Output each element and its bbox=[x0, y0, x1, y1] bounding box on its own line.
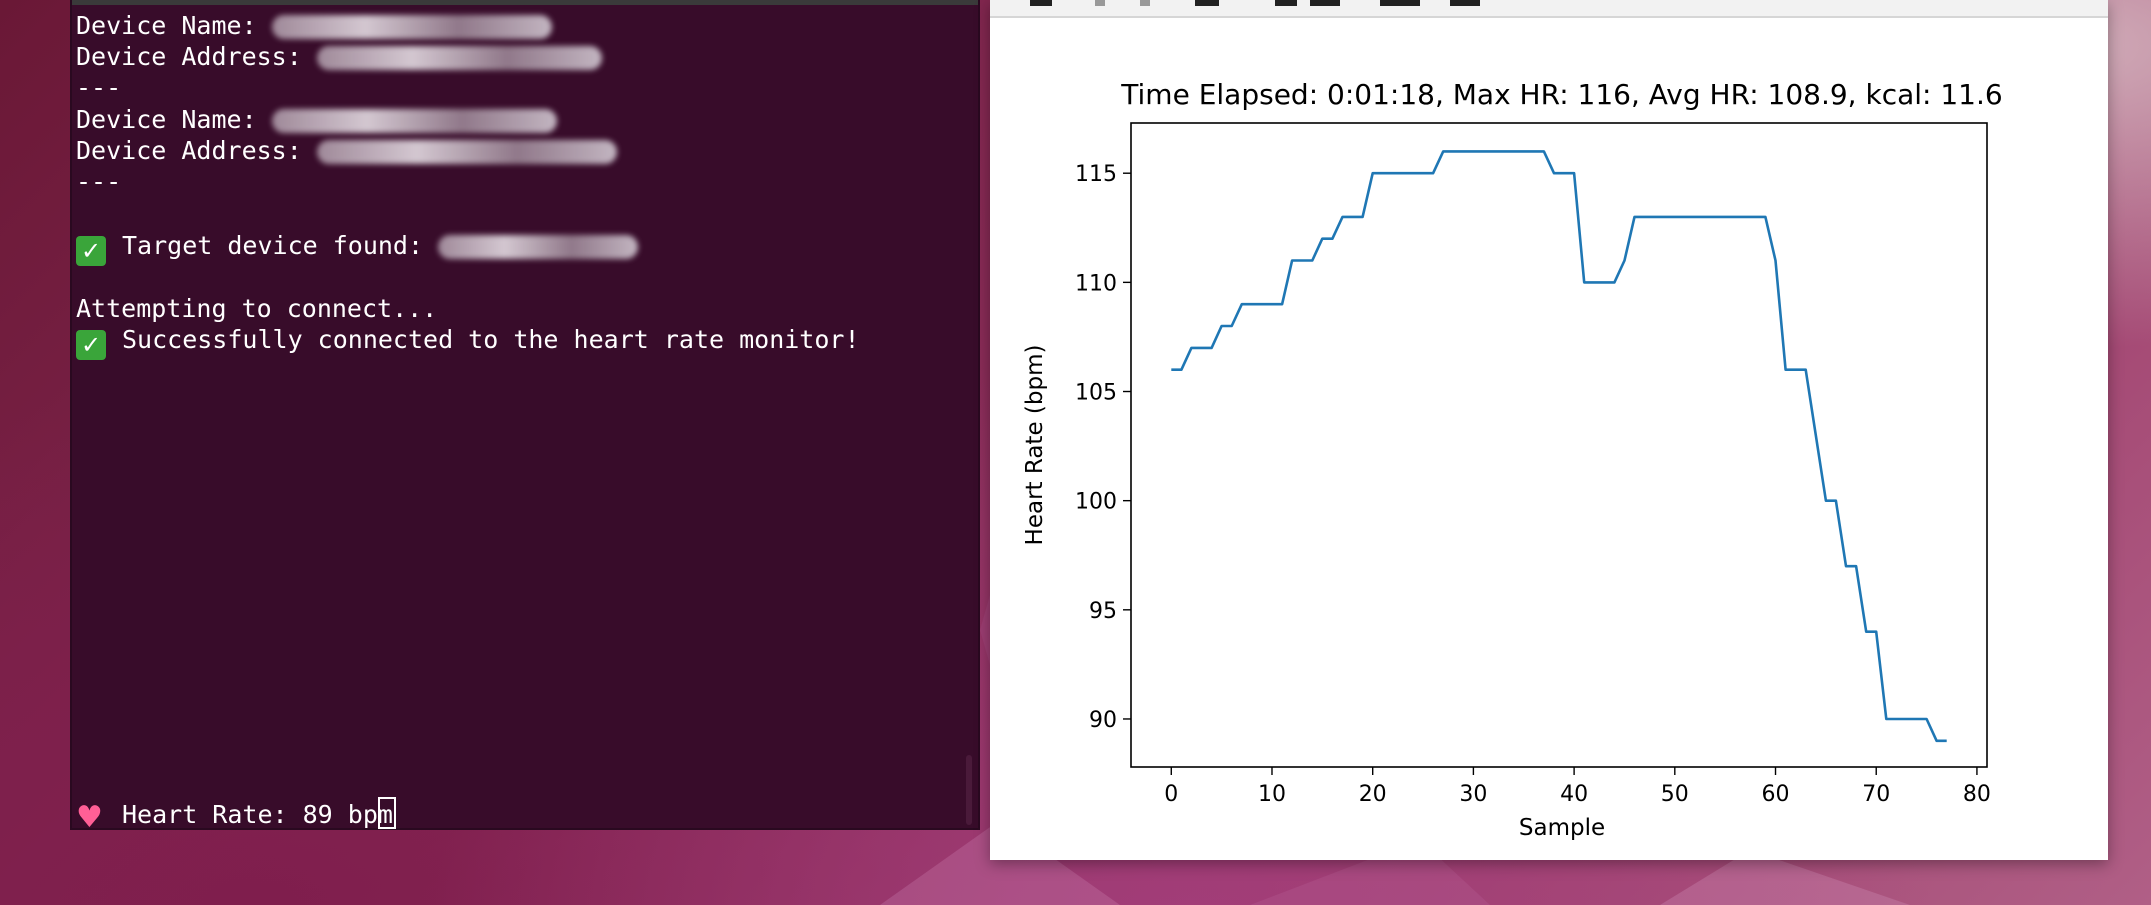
terminal-line: ♥ Heart Rate: 89 bpm bbox=[76, 797, 396, 833]
configure-icon[interactable] bbox=[1310, 0, 1340, 6]
edit-icon[interactable] bbox=[1380, 0, 1420, 6]
x-axis-label: Sample bbox=[1519, 815, 1605, 841]
terminal-title-bar[interactable] bbox=[72, 0, 978, 5]
home-icon[interactable] bbox=[1030, 0, 1052, 6]
connected-text: Successfully connected to the heart rate… bbox=[122, 325, 860, 354]
y-tick-label: 115 bbox=[1075, 162, 1117, 187]
redacted-device-name bbox=[271, 15, 552, 39]
y-tick-label: 100 bbox=[1075, 490, 1117, 515]
white-check-mark-icon: ✓ bbox=[76, 330, 106, 360]
x-tick-label: 30 bbox=[1459, 782, 1487, 807]
terminal-window[interactable]: Device Name: Device Address: --- Device … bbox=[70, 0, 980, 833]
x-tick-label: 80 bbox=[1963, 782, 1991, 807]
terminal-scrollbar[interactable] bbox=[966, 755, 972, 825]
y-tick-label: 105 bbox=[1075, 381, 1117, 406]
chart-title: Time Elapsed: 0:01:18, Max HR: 116, Avg … bbox=[1120, 78, 2002, 111]
terminal-line: Device Address: bbox=[76, 135, 617, 166]
terminal-line: Attempting to connect... bbox=[76, 294, 438, 323]
device-address-label: Device Address: bbox=[76, 42, 317, 71]
heart-rate-readout: Heart Rate: 89 bpm bbox=[122, 800, 393, 829]
heart-rate-figure: Time Elapsed: 0:01:18, Max HR: 116, Avg … bbox=[1022, 78, 2003, 841]
terminal-line: Device Name: bbox=[76, 104, 557, 135]
y-axis-label: Heart Rate (bpm) bbox=[1022, 345, 1048, 546]
x-tick-label: 0 bbox=[1164, 782, 1178, 807]
heart-rate-series-line bbox=[1171, 150, 1947, 743]
plot-toolbar bbox=[990, 0, 2108, 18]
target-found-text: Target device found: bbox=[122, 231, 439, 260]
device-name-label: Device Name: bbox=[76, 11, 272, 40]
zoom-icon[interactable] bbox=[1275, 0, 1297, 6]
x-tick-label: 60 bbox=[1762, 782, 1790, 807]
terminal-cursor bbox=[377, 797, 396, 829]
redacted-target-device bbox=[438, 235, 639, 259]
white-check-mark-icon: ✓ bbox=[76, 236, 106, 266]
terminal-line: ✓ Successfully connected to the heart rat… bbox=[76, 324, 860, 360]
terminal-line: Device Address: bbox=[76, 41, 602, 72]
plot-axes-frame bbox=[1130, 122, 1988, 768]
x-tick-label: 70 bbox=[1862, 782, 1890, 807]
y-tick-label: 95 bbox=[1089, 599, 1117, 624]
back-icon[interactable] bbox=[1095, 0, 1105, 6]
terminal-line: --- bbox=[76, 167, 122, 196]
redacted-device-address bbox=[316, 140, 617, 164]
device-name-label: Device Name: bbox=[76, 105, 272, 134]
x-tick-label: 50 bbox=[1661, 782, 1689, 807]
x-tick-label: 40 bbox=[1560, 782, 1588, 807]
y-tick-label: 90 bbox=[1089, 708, 1117, 733]
device-address-label: Device Address: bbox=[76, 136, 317, 165]
save-icon[interactable] bbox=[1450, 0, 1480, 6]
redacted-device-name bbox=[271, 109, 557, 133]
forward-icon[interactable] bbox=[1140, 0, 1150, 6]
x-tick-label: 10 bbox=[1258, 782, 1286, 807]
x-tick-label: 20 bbox=[1359, 782, 1387, 807]
y-tick-label: 110 bbox=[1075, 271, 1117, 296]
terminal-line: Device Name: bbox=[76, 10, 552, 41]
redacted-device-address bbox=[316, 46, 602, 70]
terminal-line: --- bbox=[76, 73, 122, 102]
plot-window[interactable]: Time Elapsed: 0:01:18, Max HR: 116, Avg … bbox=[990, 0, 2108, 860]
terminal-line: ✓ Target device found: bbox=[76, 230, 639, 266]
pan-icon[interactable] bbox=[1195, 0, 1219, 6]
heart-icon: ♥ bbox=[76, 800, 103, 835]
